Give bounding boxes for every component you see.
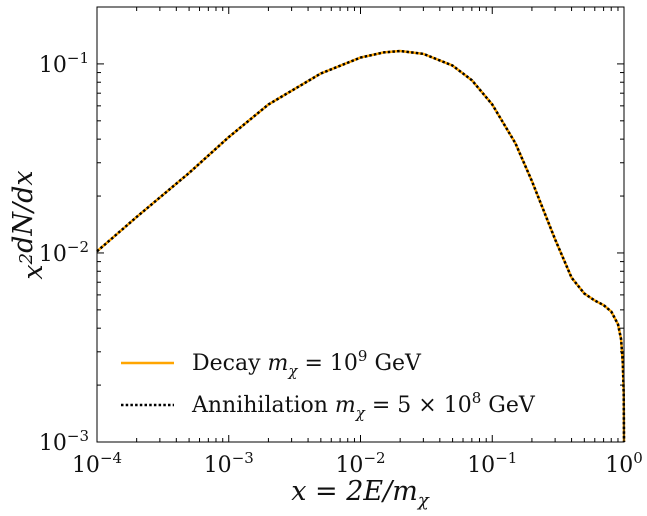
x-tick-label: 10−4 bbox=[72, 449, 122, 478]
legend: Decay mχ = 109 GeV Annihilation mχ = 5 ×… bbox=[121, 347, 536, 422]
x-tick-label: 10−3 bbox=[204, 449, 254, 478]
legend-label-annihilation: Annihilation mχ = 5 × 108 GeV bbox=[191, 389, 536, 422]
y-tick-label: 10−3 bbox=[39, 427, 89, 456]
x-tick-label: 10−2 bbox=[335, 449, 385, 478]
series-line-annihilation bbox=[96, 49, 626, 443]
legend-label-decay: Decay mχ = 109 GeV bbox=[192, 347, 422, 380]
x-tick-label: 10−1 bbox=[467, 449, 517, 478]
x-tick-label: 100 bbox=[605, 449, 643, 478]
ticks-layer bbox=[96, 6, 624, 443]
y-tick-label: 10−1 bbox=[39, 49, 89, 78]
series-layer bbox=[96, 49, 626, 443]
y-axis-label: x2dN/dx bbox=[8, 170, 49, 279]
plot-area bbox=[97, 7, 624, 442]
y-tick-label: 10−2 bbox=[39, 238, 89, 267]
x-axis-label: x = 2E/mχ bbox=[291, 476, 430, 511]
